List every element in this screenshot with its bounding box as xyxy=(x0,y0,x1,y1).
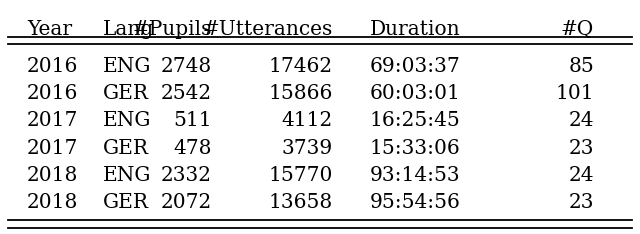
Text: 24: 24 xyxy=(568,166,594,185)
Text: 2017: 2017 xyxy=(27,111,78,130)
Text: 2016: 2016 xyxy=(27,84,78,103)
Text: 2072: 2072 xyxy=(161,193,212,212)
Text: 23: 23 xyxy=(568,193,594,212)
Text: #Utterances: #Utterances xyxy=(202,20,333,39)
Text: 15770: 15770 xyxy=(268,166,333,185)
Text: 15866: 15866 xyxy=(268,84,333,103)
Text: Lang: Lang xyxy=(103,20,155,39)
Text: 24: 24 xyxy=(568,111,594,130)
Text: 2332: 2332 xyxy=(161,166,212,185)
Text: 93:14:53: 93:14:53 xyxy=(369,166,460,185)
Text: 60:03:01: 60:03:01 xyxy=(369,84,460,103)
Text: #Q: #Q xyxy=(561,20,594,39)
Text: 95:54:56: 95:54:56 xyxy=(369,193,460,212)
Text: 16:25:45: 16:25:45 xyxy=(369,111,460,130)
Text: 85: 85 xyxy=(568,57,594,76)
Text: 2016: 2016 xyxy=(27,57,78,76)
Text: 478: 478 xyxy=(173,139,212,158)
Text: 15:33:06: 15:33:06 xyxy=(369,139,460,158)
Text: GER: GER xyxy=(103,193,149,212)
Text: ENG: ENG xyxy=(103,166,152,185)
Text: ENG: ENG xyxy=(103,111,152,130)
Text: #Pupils: #Pupils xyxy=(132,20,212,39)
Text: 511: 511 xyxy=(173,111,212,130)
Text: Year: Year xyxy=(27,20,72,39)
Text: 3739: 3739 xyxy=(282,139,333,158)
Text: 2542: 2542 xyxy=(161,84,212,103)
Text: 69:03:37: 69:03:37 xyxy=(369,57,460,76)
Text: 2018: 2018 xyxy=(27,166,78,185)
Text: GER: GER xyxy=(103,84,149,103)
Text: 17462: 17462 xyxy=(269,57,333,76)
Text: ENG: ENG xyxy=(103,57,152,76)
Text: 2017: 2017 xyxy=(27,139,78,158)
Text: GER: GER xyxy=(103,139,149,158)
Text: 101: 101 xyxy=(556,84,594,103)
Text: 2018: 2018 xyxy=(27,193,78,212)
Text: 23: 23 xyxy=(568,139,594,158)
Text: 2748: 2748 xyxy=(161,57,212,76)
Text: 13658: 13658 xyxy=(269,193,333,212)
Text: 4112: 4112 xyxy=(282,111,333,130)
Text: Duration: Duration xyxy=(369,20,460,39)
